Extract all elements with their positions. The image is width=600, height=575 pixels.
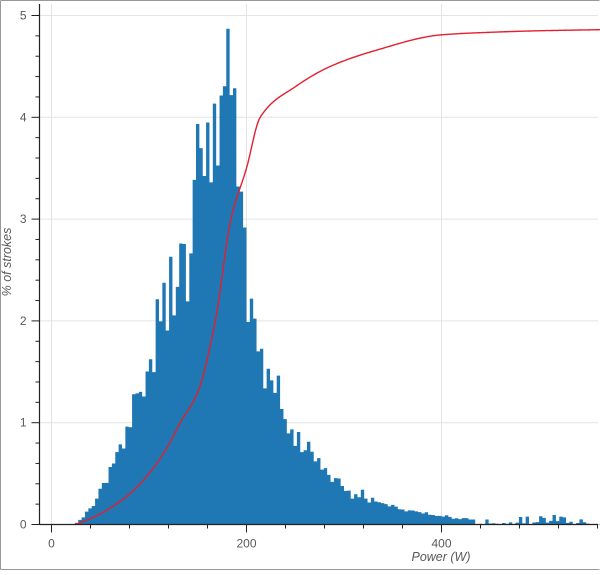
svg-text:200: 200 bbox=[236, 537, 256, 551]
svg-text:2: 2 bbox=[20, 314, 27, 328]
svg-text:5: 5 bbox=[20, 9, 27, 23]
svg-text:1: 1 bbox=[20, 416, 27, 430]
svg-text:Power (W): Power (W) bbox=[411, 550, 470, 564]
svg-text:0: 0 bbox=[20, 518, 27, 532]
svg-text:400: 400 bbox=[431, 537, 451, 551]
svg-text:4: 4 bbox=[20, 110, 27, 124]
svg-text:0: 0 bbox=[48, 537, 55, 551]
svg-text:3: 3 bbox=[20, 212, 27, 226]
svg-text:% of strokes: % of strokes bbox=[0, 228, 14, 297]
